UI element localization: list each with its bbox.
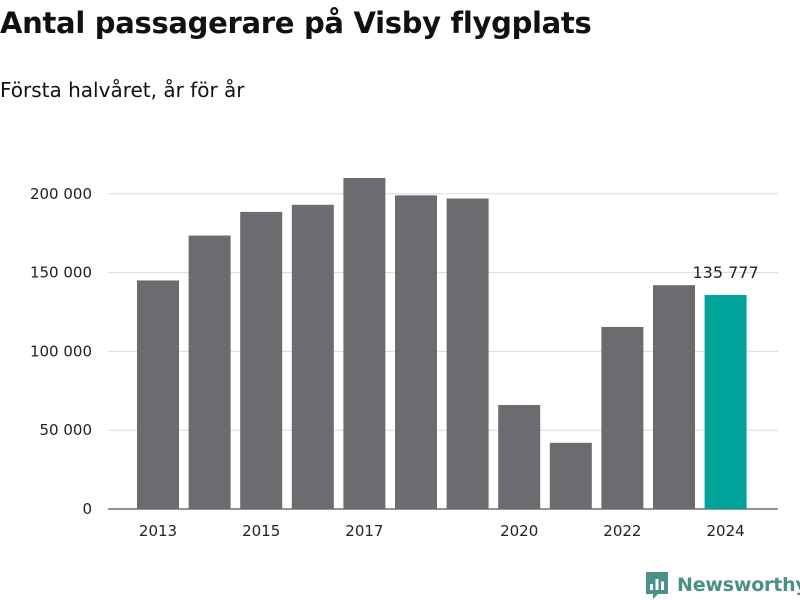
bar-2022 [601, 326, 644, 509]
x-tick-label: 2020 [500, 522, 538, 540]
x-tick-label: 2017 [345, 522, 383, 540]
newsworthy-logo: Newsworthy [644, 570, 800, 600]
x-tick-label: 2013 [139, 522, 177, 540]
bar-2014 [188, 235, 231, 509]
bars [137, 178, 747, 510]
y-tick-label: 200 000 [30, 185, 92, 203]
chart-title: Antal passagerare på Visby flygplats [0, 6, 592, 40]
y-tick-label: 150 000 [30, 264, 92, 282]
bar-2015 [240, 211, 283, 509]
bar-2024 [704, 294, 747, 509]
x-tick-label: 2022 [603, 522, 641, 540]
bar-2023 [653, 285, 695, 509]
y-tick-label: 50 000 [40, 421, 93, 439]
x-tick-label: 2015 [242, 522, 280, 540]
y-tick-label: 100 000 [30, 342, 92, 360]
bar-2019 [446, 198, 489, 509]
bar-chart: 0 50 000 100 000 150 000 200 000 2013 2015 2017… [30, 178, 778, 540]
newsworthy-logo-icon [646, 572, 668, 599]
y-tick-label: 0 [82, 500, 92, 518]
chart-subtitle: Första halvåret, år för år [0, 78, 245, 102]
labels: 0 50 000 100 000 150 000 200 000 2013 2015 2017… [30, 185, 759, 540]
bar-2013 [137, 280, 179, 509]
bar-2017 [343, 178, 386, 509]
data-label-2024: 135 777 [693, 263, 759, 282]
brand-name: Newsworthy [677, 574, 800, 596]
bar-2020 [498, 404, 541, 509]
bar-2018 [395, 195, 437, 510]
bar-2016 [291, 204, 334, 510]
x-tick-label: 2024 [707, 522, 745, 540]
bar-2021 [549, 442, 592, 509]
